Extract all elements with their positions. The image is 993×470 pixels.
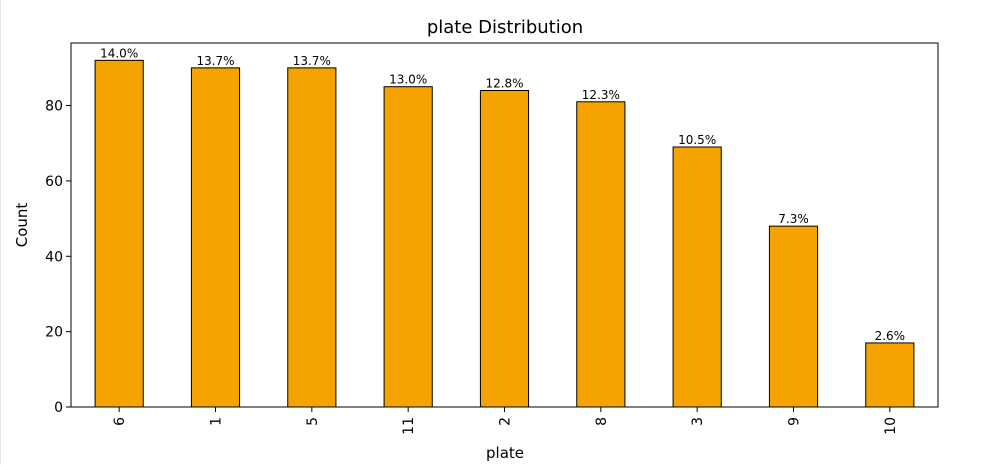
bar-percent-label: 13.7% — [293, 54, 331, 68]
y-tick-label: 80 — [45, 99, 63, 115]
x-tick-label: 2 — [498, 417, 514, 426]
x-tick-label: 6 — [112, 417, 128, 426]
x-axis-label: plate — [486, 444, 524, 462]
bar-plate-1 — [190, 67, 241, 408]
bar-plate-11 — [383, 86, 433, 408]
bar-plate-3 — [672, 146, 722, 408]
x-tick-label: 10 — [883, 417, 899, 435]
x-tick-label: 5 — [305, 417, 321, 426]
y-tick-label: 20 — [45, 325, 63, 341]
bar-percent-label: 12.3% — [582, 88, 620, 102]
chart-title: plate Distribution — [427, 17, 583, 38]
data-labels-group: 14.0% 13.7% 13.7% 13.0% 12.8% 12.3% 10.5% 7.3% 2… — [100, 46, 905, 343]
bar-plate-2 — [479, 89, 530, 408]
x-tick-label: 3 — [690, 417, 706, 426]
x-axis-ticks: 6 1 5 11 2 8 3 9 10 — [112, 407, 899, 435]
bar-percent-label: 12.8% — [485, 76, 523, 90]
bar-percent-label: 7.3% — [778, 212, 809, 226]
y-axis-label: Count — [13, 203, 31, 248]
bars-group — [94, 59, 915, 408]
bar-percent-label: 14.0% — [100, 46, 138, 60]
y-tick-label: 60 — [45, 174, 63, 190]
x-tick-label: 11 — [401, 417, 417, 435]
bar-plate-9 — [768, 225, 819, 408]
y-axis-ticks: 0 20 40 60 80 — [45, 99, 71, 416]
bar-plate-5 — [287, 67, 337, 408]
x-tick-label: 1 — [209, 417, 225, 426]
bar-percent-label: 13.0% — [389, 73, 427, 87]
x-tick-label: 8 — [594, 417, 610, 426]
y-tick-label: 40 — [45, 249, 63, 265]
bar-percent-label: 2.6% — [875, 329, 906, 343]
plot-area-frame — [70, 42, 939, 408]
bar-percent-label: 13.7% — [196, 54, 234, 68]
y-tick-label: 0 — [54, 400, 63, 416]
cell-border — [0, 0, 1, 465]
bar-plate-8 — [576, 101, 626, 408]
bar-plate-10 — [865, 342, 915, 408]
x-tick-label: 9 — [787, 417, 803, 426]
bar-percent-label: 10.5% — [678, 133, 716, 147]
bar-plate-6 — [94, 59, 144, 408]
